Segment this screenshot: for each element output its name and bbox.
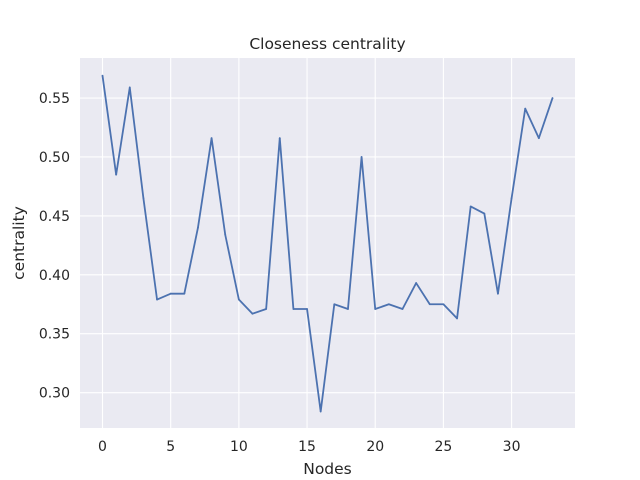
x-tick-label: 20 xyxy=(366,439,384,455)
x-tick-label: 30 xyxy=(503,439,521,455)
data-point xyxy=(292,308,295,310)
data-point xyxy=(456,317,458,320)
x-tick-labels: 0 5 10 15 20 25 30 xyxy=(98,439,520,455)
data-point xyxy=(128,86,131,89)
data-point xyxy=(265,308,268,310)
data-point xyxy=(306,308,308,310)
data-point xyxy=(115,173,118,176)
chart-title: Closeness centrality xyxy=(249,35,405,53)
data-point xyxy=(360,156,363,158)
x-tick-label: 0 xyxy=(98,439,107,455)
data-point xyxy=(278,137,281,140)
y-tick-label: 0.30 xyxy=(39,386,70,402)
x-tick-label: 10 xyxy=(230,439,248,455)
data-point xyxy=(442,303,445,306)
series-layer xyxy=(101,74,554,413)
data-point xyxy=(169,292,172,295)
data-point xyxy=(483,212,486,215)
y-tick-labels: 0.30 0.35 0.40 0.45 0.50 0.55 xyxy=(39,91,70,402)
y-axis-label: centrality xyxy=(10,206,28,280)
data-point xyxy=(251,312,254,315)
data-point xyxy=(101,74,104,77)
data-point xyxy=(210,137,213,140)
data-point xyxy=(347,308,349,310)
grid-lines xyxy=(80,58,575,428)
data-point xyxy=(224,233,227,236)
data-point xyxy=(469,205,472,208)
data-point xyxy=(524,107,527,110)
data-point xyxy=(142,197,145,200)
data-point xyxy=(415,282,418,284)
y-tick-label: 0.45 xyxy=(39,209,70,225)
x-tick-label: 5 xyxy=(166,439,175,455)
data-point xyxy=(551,97,554,99)
plot-background xyxy=(80,58,575,428)
data-point xyxy=(237,298,240,301)
x-axis-label: Nodes xyxy=(303,460,352,478)
data-point xyxy=(183,292,186,295)
data-point xyxy=(156,298,158,301)
series-line xyxy=(101,75,554,413)
y-tick-label: 0.50 xyxy=(39,150,70,166)
data-point xyxy=(197,226,199,229)
data-point xyxy=(497,292,499,295)
data-point xyxy=(401,308,404,310)
x-tick-label: 25 xyxy=(434,439,452,455)
data-point xyxy=(510,197,513,200)
x-tick-label: 15 xyxy=(298,439,316,455)
y-tick-label: 0.40 xyxy=(39,268,70,284)
data-point xyxy=(387,303,390,306)
data-point xyxy=(319,410,322,413)
data-point xyxy=(537,137,540,140)
data-point xyxy=(374,308,377,310)
data-point xyxy=(333,303,336,306)
y-tick-label: 0.35 xyxy=(39,327,70,343)
data-point xyxy=(428,303,431,306)
y-tick-label: 0.55 xyxy=(39,91,70,107)
